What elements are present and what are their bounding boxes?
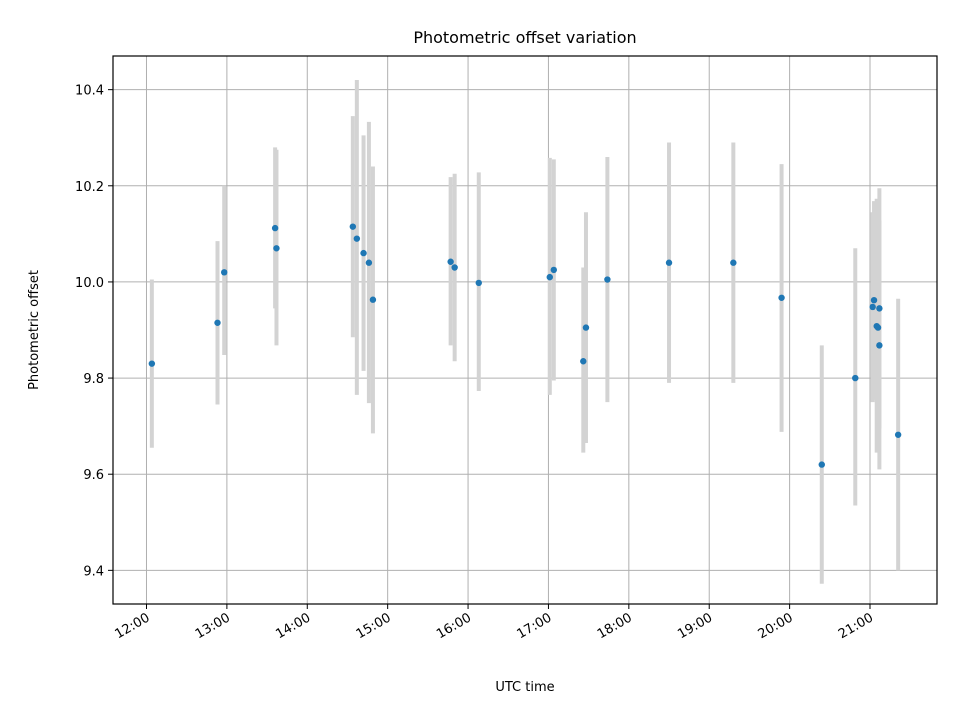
data-point	[369, 296, 377, 303]
data-point	[870, 296, 878, 304]
data-point	[730, 259, 737, 266]
data-point	[271, 224, 279, 232]
data-point	[604, 276, 611, 283]
chart-title: Photometric offset variation	[413, 28, 636, 47]
y-axis-label: Photometric offset	[27, 270, 42, 390]
data-point	[874, 324, 882, 331]
data-point	[447, 258, 454, 265]
data-point	[475, 279, 482, 287]
y-tick-label: 9.8	[83, 372, 104, 387]
data-point	[869, 303, 876, 311]
data-point	[876, 342, 883, 349]
data-point	[876, 305, 883, 312]
data-point	[148, 360, 156, 367]
data-point	[353, 235, 361, 242]
y-tick-label: 9.6	[83, 468, 104, 483]
data-point	[580, 358, 587, 365]
data-point	[852, 374, 859, 382]
data-point	[546, 273, 553, 281]
data-point	[894, 431, 902, 438]
data-point	[451, 264, 458, 271]
data-point	[360, 249, 367, 257]
y-tick-label: 9.4	[83, 564, 104, 579]
data-point	[665, 259, 673, 266]
x-axis-label: UTC time	[495, 680, 554, 695]
y-tick-label: 10.4	[75, 84, 104, 99]
data-point	[365, 259, 373, 266]
data-point	[582, 324, 590, 331]
plot-frame	[112, 55, 938, 605]
data-point	[221, 269, 228, 276]
y-tick-label: 10.2	[75, 180, 104, 195]
data-point	[550, 266, 558, 274]
data-point	[273, 245, 280, 252]
grid-lines	[113, 56, 937, 604]
data-points	[148, 223, 902, 468]
y-tick-label: 10.0	[75, 276, 104, 291]
data-point	[214, 319, 221, 326]
data-point	[778, 294, 785, 301]
data-point	[818, 461, 825, 468]
data-point	[349, 223, 357, 230]
